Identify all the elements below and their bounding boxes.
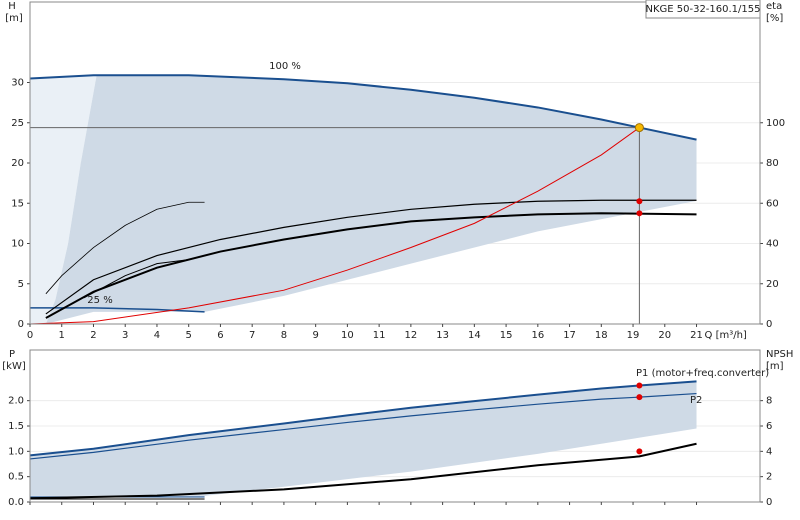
curve-label: P2 [690, 395, 702, 406]
curve-label: P1 (motor+freq.converter) [636, 368, 769, 379]
y2-tick-label: 40 [766, 239, 779, 250]
x-tick-label: 7 [249, 330, 255, 341]
x-tick-label: 10 [341, 330, 354, 341]
x-tick-label: 18 [595, 330, 608, 341]
curve [83, 259, 189, 299]
operating-point [636, 448, 643, 455]
operating-range [30, 381, 697, 496]
y-tick-label: 0 [18, 319, 24, 330]
x-tick-label: 14 [468, 330, 481, 341]
x-tick-label: 6 [217, 330, 223, 341]
operating-point [636, 394, 643, 401]
y2-tick-label: 100 [766, 118, 785, 129]
curve [45, 201, 205, 295]
y2-tick-label: 80 [766, 158, 779, 169]
x-tick-label: 1 [59, 330, 65, 341]
chart-title: NKGE 50-32-160.1/155 [645, 4, 760, 15]
y2-tick-label: 8 [766, 396, 772, 407]
y2-axis-label: NPSH [766, 349, 793, 360]
y2-tick-label: 2 [766, 472, 772, 483]
x-tick-label: 19 [627, 330, 640, 341]
x-tick-label: 2 [90, 330, 96, 341]
x-tick-label: 4 [154, 330, 160, 341]
y2-tick-label: 6 [766, 421, 772, 432]
x-tick-label: 13 [436, 330, 449, 341]
x-tick-label: 0 [27, 330, 33, 341]
y2-tick-label: 4 [766, 446, 772, 457]
x-tick-label: 9 [312, 330, 318, 341]
x-tick-label: 15 [500, 330, 513, 341]
curve [29, 442, 697, 500]
y2-tick-label: 0 [766, 319, 772, 330]
y-tick-label: 0.5 [8, 472, 24, 483]
x-tick-label: 5 [186, 330, 192, 341]
y-tick-label: 20 [11, 158, 24, 169]
curve-label: 25 % [87, 295, 112, 306]
operating-range [30, 75, 97, 324]
curve [29, 392, 697, 460]
y-tick-label: 1.5 [8, 421, 24, 432]
x-tick-label: 17 [563, 330, 576, 341]
plot-frame [29, 349, 761, 503]
operating-point [636, 198, 643, 205]
y-tick-label: 10 [11, 239, 24, 250]
y2-axis-unit: [%] [766, 13, 783, 24]
x-tick-label: 8 [281, 330, 287, 341]
x-tick-label: 20 [658, 330, 671, 341]
y-axis-label: H [8, 1, 16, 12]
operating-point [634, 123, 644, 133]
x-tick-label: 16 [531, 330, 544, 341]
y2-axis-unit: [m] [766, 361, 784, 372]
y2-axis-label: eta [766, 1, 782, 12]
curve [29, 127, 640, 325]
curve-label: 100 % [269, 61, 301, 72]
y-axis-unit: [kW] [2, 361, 26, 372]
y-tick-label: 2.0 [8, 396, 24, 407]
x-tick-label: 3 [122, 330, 128, 341]
y2-tick-label: 20 [766, 279, 779, 290]
plot-frame [29, 1, 761, 325]
curve [30, 307, 205, 313]
y2-tick-label: 0 [766, 497, 772, 508]
y-tick-label: 25 [11, 118, 24, 129]
y-axis-unit: [m] [5, 13, 23, 24]
operating-point [636, 210, 643, 217]
operating-range [45, 75, 697, 324]
operating-point [636, 382, 643, 389]
y-axis-label: P [9, 349, 15, 360]
y-tick-label: 15 [11, 198, 24, 209]
y-tick-label: 5 [18, 279, 24, 290]
x-tick-label: 21 [690, 330, 703, 341]
curve [45, 212, 697, 319]
x-tick-label: 11 [373, 330, 386, 341]
x-axis-label: Q [m³/h] [705, 330, 747, 341]
y-tick-label: 1.0 [8, 446, 24, 457]
y-tick-label: 30 [11, 78, 24, 89]
curve [29, 74, 697, 141]
curve [29, 380, 697, 457]
x-tick-label: 12 [405, 330, 418, 341]
title-box [645, 0, 761, 19]
y2-tick-label: 60 [766, 198, 779, 209]
curve [45, 199, 697, 315]
y-tick-label: 0.0 [8, 497, 24, 508]
